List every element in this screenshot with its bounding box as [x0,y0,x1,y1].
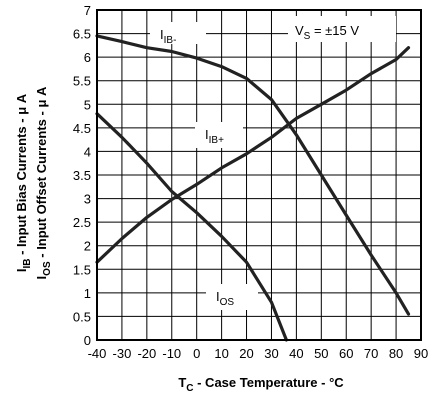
y-tick-label-4_5: 4.5 [73,121,91,136]
x-tick-label-50: 50 [314,346,328,361]
x-tick-label-0: 0 [193,346,200,361]
label-iib-plus-background [195,122,243,148]
x-tick-label-30: 30 [264,346,278,361]
y-tick-label-1: 1 [84,286,91,301]
y-tick-label-3_5: 3.5 [73,168,91,183]
x-axis-title-rest: - Case Temperature - °C [194,375,345,390]
y-tick-label-2: 2 [84,239,91,254]
series-iib-plus [95,46,411,264]
x-tick-label-70: 70 [364,346,378,361]
y-axis-title-line-2-main: I [34,276,49,280]
label-ios-main: I [216,289,220,304]
label-ios-background [206,284,258,310]
x-tick-label-60: 60 [339,346,353,361]
y-tick-label-2_5: 2.5 [73,215,91,230]
label-iib-minus-main: I [160,27,164,42]
label-vs-rest: = ±15 V [310,23,359,38]
y-tick-label-6_5: 6.5 [73,27,91,42]
x-axis-title: TC - Case Temperature - °C [178,375,344,394]
x-tick-label-m40: -40 [88,346,107,361]
y-axis-title-line-2-sub: OS [42,261,53,276]
label-ios-sub: OS [220,297,235,308]
label-vs-sub: S [304,31,311,42]
y-axis-title-line-2: IOS - Input Offset Currents - μ A [34,86,53,279]
y-axis-title-line-2-rest: - Input Offset Currents - μ A [34,86,49,261]
series-layer [95,34,411,342]
label-iib-plus-main: I [205,127,209,142]
label-iib-minus: IIB- [160,27,176,46]
x-axis-title-sub: C [186,383,193,394]
y-tick-label-5_5: 5.5 [73,74,91,89]
label-vs: VS = ±15 V [295,23,359,42]
tick-labels: 0 0.5 1 1.5 2 2.5 3 3.5 4 4.5 5 5.5 6 6.5 7 -40 -30 -20 -1… [73,3,428,361]
x-tick-label-m10: -10 [162,346,181,361]
y-tick-label-0_5: 0.5 [73,309,91,324]
y-axis-title-line-1-rest: - Input Bias Currents - μ A [14,93,29,258]
plot-frame [96,9,422,341]
x-tick-label-40: 40 [289,346,303,361]
y-tick-label-0: 0 [84,333,91,348]
y-tick-label-5: 5 [84,97,91,112]
y-tick-label-3: 3 [84,192,91,207]
x-axis-title-main: T [178,375,186,390]
grid [97,10,421,340]
x-tick-label-10: 10 [214,346,228,361]
x-tick-label-90: 90 [414,346,428,361]
y-tick-label-7: 7 [84,3,91,18]
series-iib-minus [95,34,411,316]
x-tick-label-80: 80 [389,346,403,361]
y-tick-label-4: 4 [84,144,91,159]
label-vs-main: V [295,23,304,38]
y-tick-label-1_5: 1.5 [73,262,91,277]
y-tick-label-6: 6 [84,50,91,65]
y-axis-title-line-1-main: I [14,269,29,273]
x-tick-label-m20: -20 [137,346,156,361]
y-axis-title-line-1-sub: IB [22,259,33,269]
label-vs-background [288,16,396,42]
y-axis-title-line-1: IIB - Input Bias Currents - μ A [14,93,33,272]
label-iib-minus-background [150,22,206,44]
label-iib-minus-sub: IB- [164,35,177,46]
label-ios: IOS [216,289,234,308]
series-ios [95,112,288,342]
label-iib-plus: IIB+ [205,127,224,146]
x-tick-label-m30: -30 [113,346,132,361]
label-iib-plus-sub: IB+ [209,135,224,146]
x-tick-label-20: 20 [239,346,253,361]
